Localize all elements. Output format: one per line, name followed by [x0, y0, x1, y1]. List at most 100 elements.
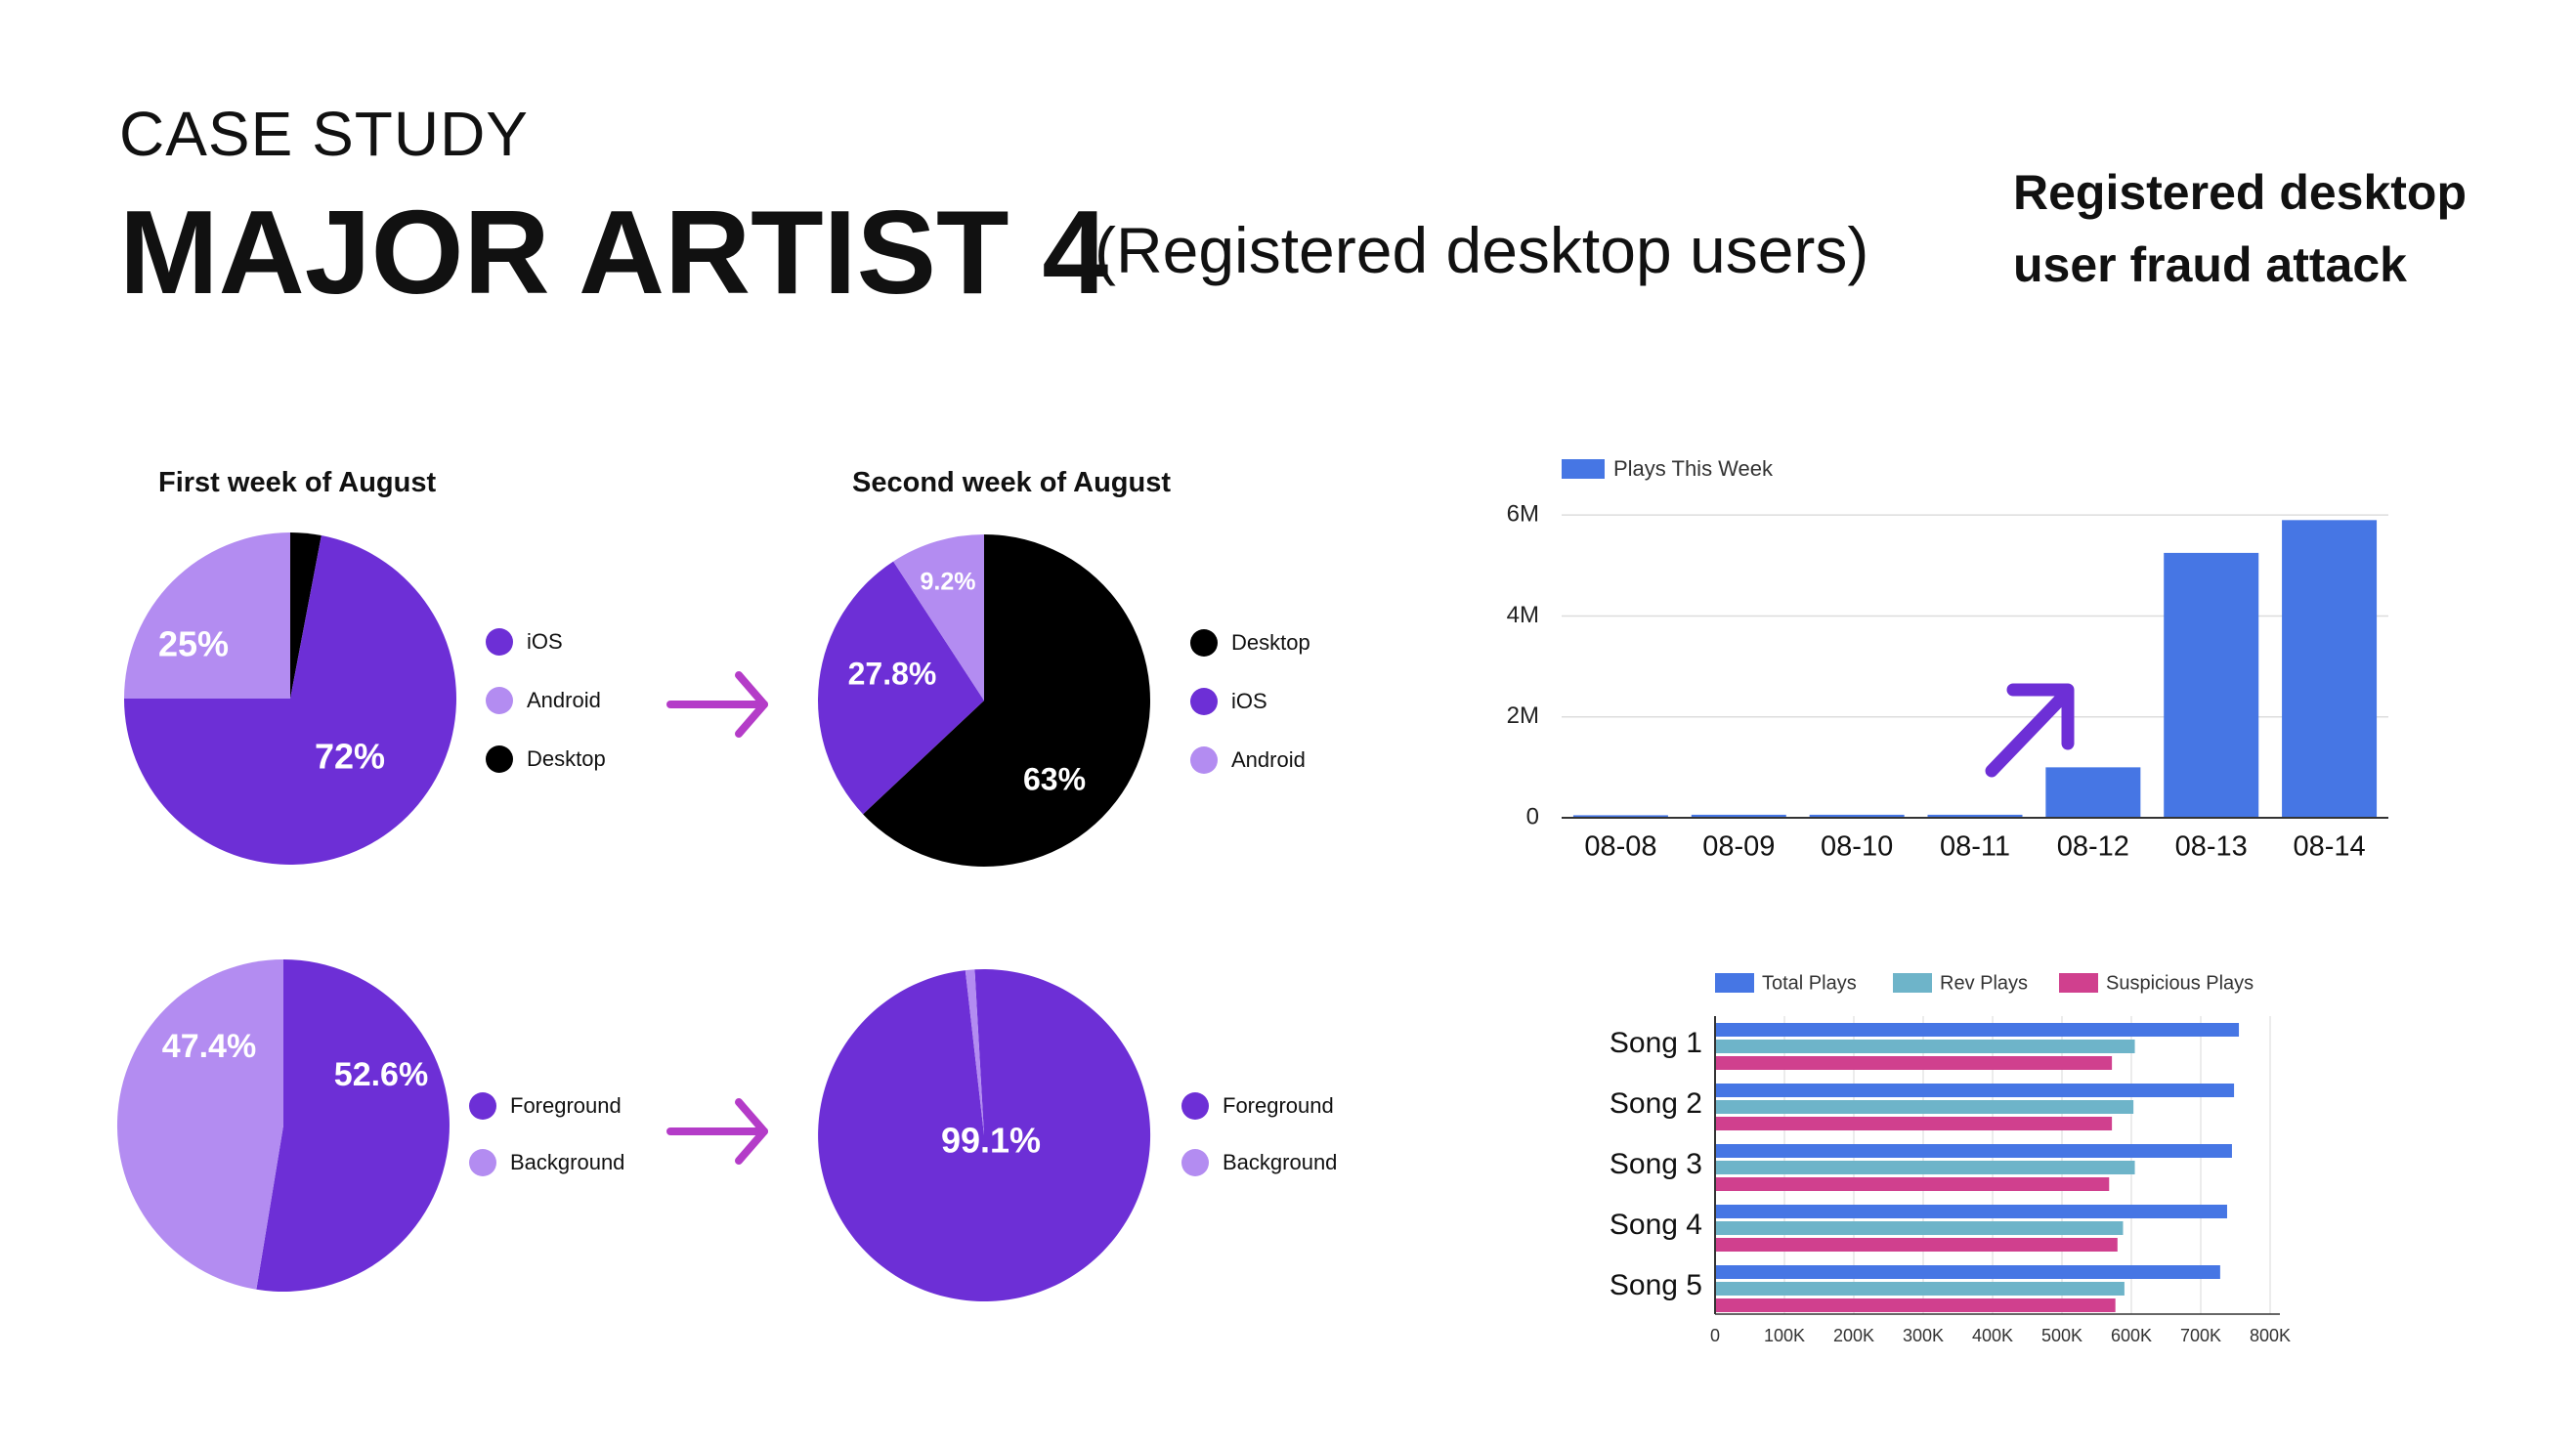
pie-2-slice-desktop	[863, 533, 1151, 867]
pie-1-legend-swatch-ios	[486, 628, 513, 656]
songs-bar-song-5-rev-plays	[1715, 1282, 2125, 1296]
songs-xtick-200K: 200K	[1833, 1326, 1874, 1345]
pie-2-legend-swatch-ios	[1190, 688, 1218, 715]
plays-xtick-08-14: 08-14	[2293, 831, 2365, 863]
songs-bar-song-3-rev-plays	[1715, 1161, 2135, 1174]
trend-arrow-head	[2006, 683, 2075, 750]
plays-bar-08-08	[1572, 815, 1668, 818]
pie-1-slice-desktop	[290, 532, 322, 699]
songs-legend-swatch-1	[1715, 973, 1754, 993]
pie-2-legend-swatch-desktop	[1190, 629, 1218, 657]
pie-2-label-ios: 27.8%	[848, 656, 937, 691]
songs-bar-song-2-total-plays	[1715, 1084, 2235, 1097]
songs-xtick-800K: 800K	[2250, 1326, 2291, 1345]
pie-2-legend-android: Android	[1231, 747, 1306, 772]
plays-ytick-4M: 4M	[1507, 602, 1539, 628]
plays-bar-08-14	[2282, 520, 2378, 818]
songs-ytick-song-3: Song 3	[1610, 1148, 1702, 1180]
pie-3-slice-foreground	[256, 959, 450, 1292]
songs-xtick-300K: 300K	[1903, 1326, 1944, 1345]
pie-2-title: Second week of August	[852, 467, 1172, 498]
plays-xtick-08-11: 08-11	[1940, 831, 2010, 863]
plays-bar-08-11	[1927, 814, 2023, 818]
pie-3-label-foreground: 52.6%	[334, 1056, 428, 1093]
pie-4-slice-background	[965, 969, 984, 1135]
songs-ytick-song-1: Song 1	[1610, 1027, 1702, 1059]
pie-2-slice-android	[893, 534, 984, 701]
pie-2-label-android: 9.2%	[921, 569, 976, 596]
songs-bar-song-4-rev-plays	[1715, 1221, 2124, 1235]
pie-1-label-android: 25%	[158, 624, 229, 664]
songs-legend-label-1: Total Plays	[1762, 972, 1857, 994]
pie-1-legend-swatch-android	[486, 687, 513, 714]
songs-bar-song-5-total-plays	[1715, 1265, 2220, 1279]
plays-legend-swatch	[1562, 459, 1605, 479]
pie-4-legend-swatch-foreground	[1181, 1092, 1209, 1120]
plays-xtick-08-09: 08-09	[1702, 831, 1775, 863]
plays-legend-label: Plays This Week	[1613, 456, 1774, 481]
plays-ytick-0: 0	[1526, 803, 1539, 829]
plays-xtick-08-10: 08-10	[1821, 831, 1893, 863]
songs-bar-song-1-suspicious-plays	[1715, 1056, 2113, 1070]
plays-ytick-2M: 2M	[1507, 702, 1539, 729]
songs-xtick-500K: 500K	[2041, 1326, 2082, 1345]
songs-bar-song-5-suspicious-plays	[1715, 1298, 2116, 1312]
pie-4-legend-swatch-background	[1181, 1149, 1209, 1176]
page-title: MAJOR ARTIST 4	[119, 186, 1109, 319]
plays-xtick-08-08: 08-08	[1584, 831, 1656, 863]
pie-1-legend-swatch-desktop	[486, 745, 513, 773]
transition-arrow-1-head	[735, 671, 768, 738]
pie-1-slice-ios	[124, 535, 456, 865]
plays-ytick-6M: 6M	[1507, 501, 1539, 528]
songs-legend-swatch-3	[2059, 973, 2098, 993]
eyebrow-title: CASE STUDY	[119, 99, 529, 169]
pie-1-legend-desktop: Desktop	[527, 746, 606, 771]
pie-1-legend-android: Android	[527, 688, 601, 712]
pie-3-legend-foreground: Foreground	[510, 1093, 622, 1118]
pie-2-slice-ios	[818, 561, 984, 815]
songs-ytick-song-4: Song 4	[1610, 1209, 1702, 1241]
plays-xtick-08-12: 08-12	[2057, 831, 2129, 863]
songs-bar-song-1-rev-plays	[1715, 1040, 2135, 1053]
songs-bar-song-3-total-plays	[1715, 1144, 2232, 1158]
songs-bar-song-2-suspicious-plays	[1715, 1117, 2113, 1130]
songs-xtick-100K: 100K	[1764, 1326, 1805, 1345]
pie-3-legend-background: Background	[510, 1150, 624, 1174]
songs-legend-label-2: Rev Plays	[1940, 972, 2028, 994]
pie-1-title: First week of August	[158, 467, 437, 498]
pie-4-legend-foreground: Foreground	[1223, 1093, 1334, 1118]
songs-xtick-0: 0	[1710, 1326, 1720, 1345]
pie-3-legend-swatch-foreground	[469, 1092, 496, 1120]
page-subtitle: (Registered desktop users)	[1095, 214, 1869, 286]
transition-arrow-2-head	[735, 1098, 768, 1165]
songs-xtick-600K: 600K	[2111, 1326, 2152, 1345]
pie-3-legend-swatch-background	[469, 1149, 496, 1176]
pie-2-label-desktop: 63%	[1023, 761, 1086, 796]
songs-bar-song-3-suspicious-plays	[1715, 1177, 2110, 1191]
pie-4-legend-background: Background	[1223, 1150, 1337, 1174]
side-note-line-2: user fraud attack	[2013, 237, 2407, 292]
pie-4-slice-foreground	[818, 968, 1151, 1301]
songs-xtick-400K: 400K	[1972, 1326, 2013, 1345]
plays-bar-08-10	[1809, 814, 1905, 818]
pie-1-slice-android	[124, 532, 290, 699]
plays-xtick-08-13: 08-13	[2175, 831, 2248, 863]
plays-bar-08-12	[2045, 767, 2141, 818]
plays-bar-08-13	[2164, 552, 2259, 818]
songs-ytick-song-2: Song 2	[1610, 1087, 1702, 1120]
songs-bar-song-2-rev-plays	[1715, 1100, 2134, 1114]
pie-3-label-background: 47.4%	[162, 1028, 256, 1065]
songs-xtick-700K: 700K	[2180, 1326, 2221, 1345]
songs-ytick-song-5: Song 5	[1610, 1269, 1702, 1301]
pie-2-legend-swatch-android	[1190, 746, 1218, 774]
trend-arrow-shaft	[1985, 689, 2071, 778]
songs-bar-song-4-suspicious-plays	[1715, 1238, 2118, 1252]
songs-bar-song-1-total-plays	[1715, 1023, 2240, 1037]
plays-bar-08-09	[1691, 814, 1786, 818]
side-note: Registered desktop user fraud attack	[2013, 156, 2467, 301]
pie-2-legend-desktop: Desktop	[1231, 630, 1310, 655]
side-note-line-1: Registered desktop	[2013, 165, 2468, 220]
pie-2-legend-ios: iOS	[1231, 689, 1267, 713]
